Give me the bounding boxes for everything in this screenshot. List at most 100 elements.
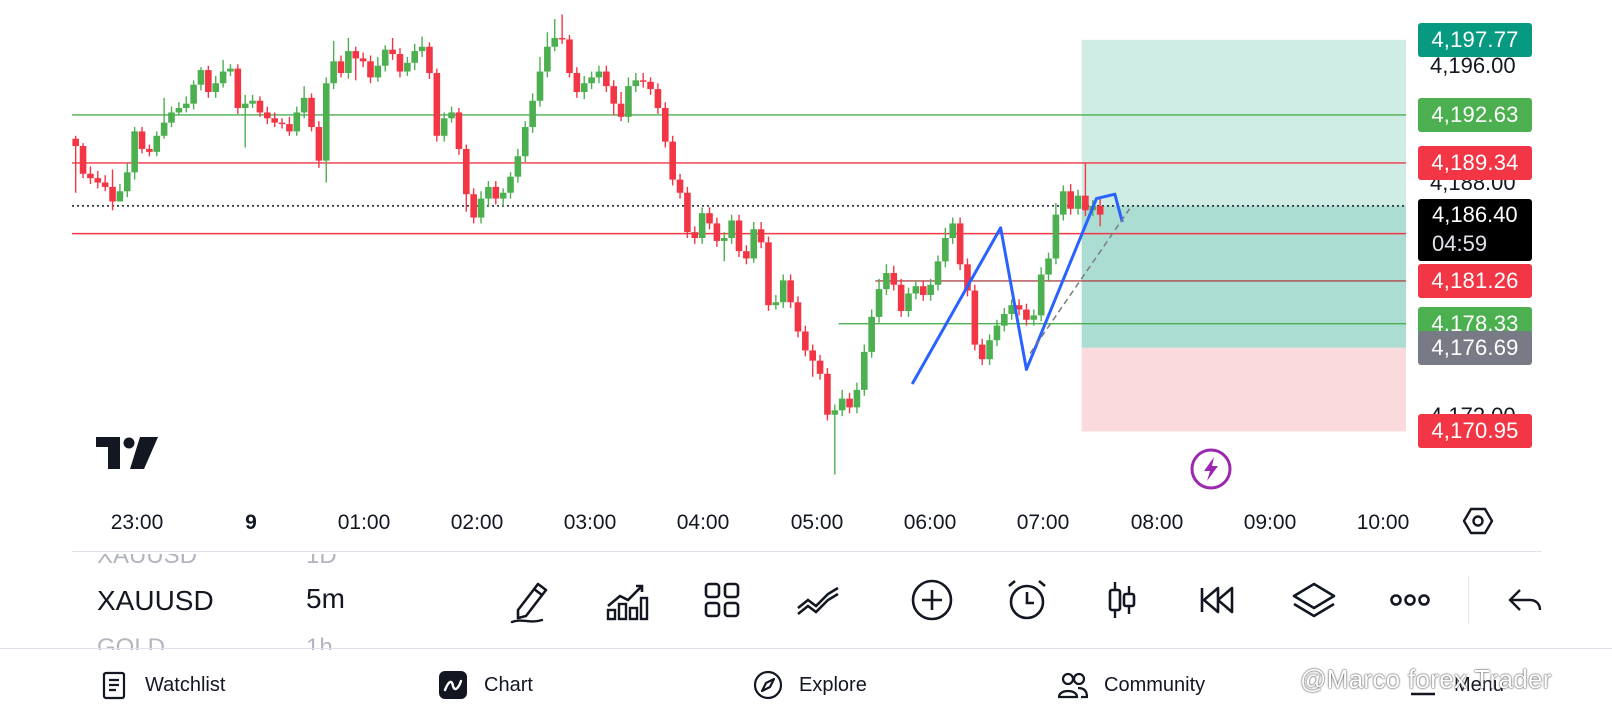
candle-body — [330, 61, 337, 84]
candle-body — [448, 112, 455, 119]
candle-body — [463, 148, 470, 195]
nav-menu[interactable]: Menu — [1408, 668, 1504, 702]
time-tick-label: 03:00 — [563, 511, 617, 534]
candle-body — [573, 73, 581, 92]
replay-icon[interactable] — [1194, 576, 1242, 624]
nav-explore-label: Explore — [799, 673, 867, 696]
indicators-icon[interactable] — [602, 576, 650, 624]
candle-body — [352, 51, 360, 59]
candle-body — [227, 68, 234, 72]
candle-body — [499, 192, 507, 199]
candle-body — [308, 97, 315, 128]
candle-body — [72, 138, 79, 147]
bolt-icon[interactable] — [1190, 448, 1232, 490]
candle-body — [765, 242, 772, 306]
candle-type-icon[interactable] — [1098, 576, 1146, 624]
candle-body — [1074, 195, 1082, 209]
candle-body — [374, 65, 382, 78]
symbol-prev[interactable]: XAUUSD — [97, 542, 198, 569]
candle-body — [772, 302, 780, 306]
candle-body — [404, 62, 411, 72]
candle-body — [743, 251, 750, 259]
candle-body — [507, 176, 514, 193]
nav-chart[interactable]: Chart — [438, 668, 533, 702]
layers-icon[interactable] — [1290, 576, 1338, 624]
candle-body — [455, 112, 463, 149]
candle-body — [838, 398, 846, 411]
candle-body — [411, 51, 419, 63]
watermark: @Marco forex Trader — [1300, 664, 1552, 694]
interval-next[interactable]: 1h — [306, 634, 333, 661]
chart-area[interactable]: 4,196.004,188.004,172.004,197.774,192.63… — [0, 0, 1612, 495]
current-price: 4,186.40 — [1432, 202, 1518, 227]
alarm-icon[interactable] — [1003, 576, 1051, 624]
candle-body — [735, 220, 743, 252]
stop-zone — [1081, 347, 1406, 432]
candle-body — [986, 340, 993, 360]
watchlist-icon — [102, 671, 126, 700]
candle-body — [595, 71, 603, 78]
candle-body — [610, 86, 618, 104]
price-chart[interactable] — [0, 0, 1612, 495]
price-label-entry: 4,176.69 — [1418, 330, 1532, 365]
candle-body — [1082, 195, 1089, 211]
candle-body — [647, 81, 654, 90]
compass-icon — [753, 670, 783, 700]
candle-body — [787, 280, 794, 303]
candle-body — [1023, 309, 1030, 320]
time-tick-label: 01:00 — [337, 511, 391, 534]
candle-body — [720, 238, 728, 241]
time-tick-label: 04:00 — [676, 511, 730, 534]
candle-body — [750, 229, 758, 259]
nav-watchlist-label: Watchlist — [145, 673, 226, 696]
candle-body — [698, 213, 706, 239]
candle-body — [912, 286, 920, 294]
symbol-next[interactable]: GOLD — [97, 634, 166, 661]
candle-body — [138, 131, 146, 149]
candle-body — [271, 118, 278, 123]
nav-community[interactable]: Community — [1058, 668, 1205, 702]
symbol-selector[interactable]: XAUUSD — [97, 585, 214, 616]
candle-body — [860, 351, 868, 390]
time-tick-label: 02:00 — [450, 511, 504, 534]
candle-body — [706, 213, 713, 224]
candle-body — [846, 398, 853, 408]
candle-body — [558, 37, 566, 40]
candle-body — [197, 70, 205, 85]
nav-chart-label: Chart — [484, 673, 533, 696]
undo-icon[interactable] — [1500, 576, 1548, 624]
axis-settings-icon[interactable] — [1462, 505, 1494, 537]
candle-body — [396, 54, 404, 72]
layout-grid-icon[interactable] — [698, 576, 746, 624]
trend-lines-icon[interactable] — [794, 576, 842, 624]
candle-body — [934, 261, 942, 285]
candle-body — [1008, 305, 1015, 314]
pencil-icon[interactable] — [508, 576, 556, 624]
candle-body — [109, 186, 116, 202]
add-icon[interactable] — [908, 576, 956, 624]
candle-body — [691, 232, 699, 239]
candle-body — [359, 58, 367, 62]
candle-body — [190, 84, 197, 104]
nav-watchlist[interactable]: Watchlist — [99, 668, 225, 702]
interval-selector[interactable]: 5m — [306, 583, 345, 614]
candle-body — [875, 289, 883, 317]
interval-prev[interactable]: 1D — [306, 542, 337, 569]
nav-divider — [0, 648, 1612, 649]
candle-body — [654, 89, 662, 109]
open-profit-zone — [1081, 205, 1406, 348]
more-icon[interactable] — [1386, 576, 1434, 624]
candle-body — [131, 131, 138, 173]
price-label-red-line-3: 4,181.26 — [1418, 263, 1532, 298]
candle-body — [588, 77, 595, 84]
candle-body — [927, 284, 934, 295]
candle-body — [728, 220, 735, 239]
candle-body — [964, 264, 971, 291]
candle-body — [816, 360, 824, 374]
candle-body — [949, 223, 957, 239]
candle-body — [492, 186, 500, 199]
price-label-green-line-1: 4,192.63 — [1418, 97, 1532, 132]
price-label-red-line-1: 4,189.34 — [1418, 145, 1532, 180]
candle-body — [831, 410, 839, 415]
nav-explore[interactable]: Explore — [753, 668, 867, 702]
